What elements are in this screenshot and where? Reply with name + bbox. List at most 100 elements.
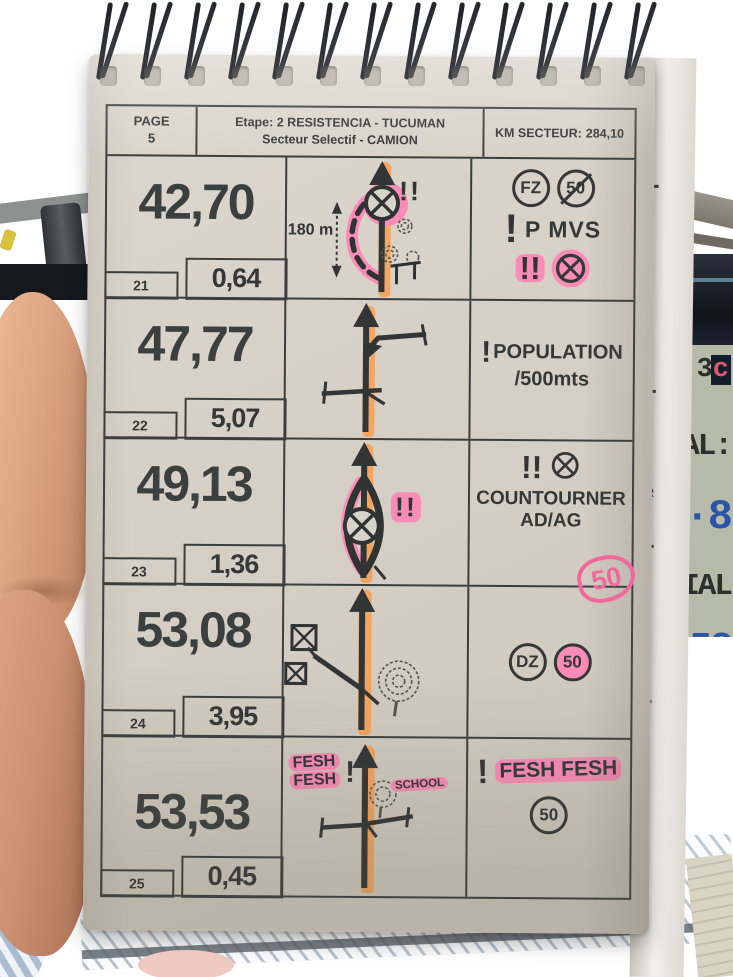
tulip-diagram-cell: !! (284, 439, 471, 585)
spiral-loop-icon (268, 1, 306, 102)
note-text-highlighted: FESH FESH (494, 756, 622, 785)
fingertip-blob (138, 950, 234, 977)
danger-marks: !! (520, 449, 543, 486)
distance-cell: 53,53 25 0,45 (99, 736, 284, 898)
row-number-box: 25 (99, 868, 174, 898)
50-badge: 50 (529, 795, 568, 834)
partial-km-box: 3,95 (181, 695, 285, 738)
notes-cell: DZ 50 (468, 587, 631, 738)
note-text: AD/AG (520, 510, 582, 532)
distance-cell: 49,13 23 1,36 (101, 438, 286, 586)
notes-cell: ! POPULATION /500mts (470, 301, 633, 440)
roadbook-header-row: PAGE 5 Etape: 2 RESISTENCIA - TUCUMAN Se… (107, 106, 635, 160)
spiral-loop-icon (224, 1, 262, 102)
caution-mark: ! (476, 752, 489, 792)
tulip-diagram (321, 302, 428, 438)
arrow-up-icon (369, 161, 396, 186)
tulip-diagram (331, 161, 421, 298)
roadbook-table: PAGE 5 Etape: 2 RESISTENCIA - TUCUMAN Se… (99, 104, 640, 900)
caution-mark: ! (481, 335, 492, 369)
notes-cell: !! COUNTOURNER AD/AG 50 (469, 441, 640, 608)
page-label: PAGE (133, 113, 170, 129)
spiral-loop-icon (312, 1, 350, 102)
display-line-4: IAL (688, 569, 733, 604)
tree-icon (377, 660, 420, 717)
note-text: /500mts (514, 368, 590, 391)
badge-text: 50 (539, 804, 559, 824)
fesh-line: FESH (289, 770, 341, 791)
spiral-loop-icon (92, 1, 130, 102)
distance-arrow-icon (331, 201, 342, 278)
gate-icon (390, 260, 421, 285)
stage-title-cell: Etape: 2 RESISTENCIA - TUCUMAN Secteur S… (197, 106, 485, 157)
dashed-bypass-icon (349, 191, 382, 281)
distance-label: 180 m (287, 221, 334, 239)
fesh-fesh-label: FESH FESH (288, 752, 341, 791)
danger-marks-highlighted: !! (390, 492, 421, 523)
spiral-loop-icon (532, 1, 570, 102)
page-number-cell: PAGE 5 (107, 106, 198, 155)
roadbook-row: 42,70 21 0,64 (103, 156, 635, 302)
stage-line-2: Secteur Selectif - CAMION (262, 132, 418, 148)
row-number-box: 22 (102, 410, 178, 440)
tulip-diagram-cell: FESH FESH ! SCHOOL (282, 737, 469, 897)
tulip-diagram (284, 587, 420, 736)
spiral-loop-icon (576, 1, 614, 102)
display-line-1: 3c (697, 355, 731, 385)
partial-km-box: 1,36 (182, 543, 286, 586)
caution-mark: ! (504, 206, 519, 252)
distance-cell: 42,70 21 0,64 (103, 156, 288, 300)
note-text: P MVS (524, 215, 602, 243)
fesh-line: FESH (288, 752, 340, 772)
mined-area-squares-icon (284, 623, 318, 686)
roadbook-row: 53,53 25 0,45 (99, 736, 630, 898)
bushes-icon (380, 218, 420, 265)
notes-cell: ! FESH FESH 50 (467, 739, 630, 898)
tulip-diagram-cell: !! 180 m (286, 157, 473, 299)
slash-icon (559, 172, 592, 205)
crossroad-icon (319, 807, 414, 838)
tulip-diagram-cell (285, 299, 472, 439)
badge-text: FZ (520, 178, 542, 198)
yellow-wire-icon (0, 228, 17, 252)
dark-bar (0, 264, 96, 300)
display-red-char: c (710, 355, 731, 385)
partial-km-box: 0,64 (184, 257, 288, 300)
row-number-box: 23 (101, 556, 177, 586)
distance-cell: 53,08 24 3,95 (100, 584, 285, 738)
stage-line-1: Etape: 2 RESISTENCIA - TUCUMAN (235, 114, 446, 131)
left-connector-cables (0, 191, 97, 308)
km-secteur-cell: KM SECTEUR: 284,10 (484, 109, 634, 158)
badge-text: 50 (562, 652, 582, 672)
partial-km-box: 5,07 (183, 397, 287, 440)
spiral-loop-icon (400, 1, 438, 102)
tulip-diagram (341, 441, 387, 584)
danger-text: !! (390, 492, 421, 523)
dz-badge: DZ (508, 642, 547, 682)
tulip-diagram-cell (283, 585, 470, 737)
spiral-loop-icon (180, 1, 218, 102)
main-road (358, 603, 366, 730)
partial-km-box: 0,45 (180, 855, 283, 898)
crossed-circle-icon (551, 249, 590, 288)
side-road-left-icon (306, 646, 380, 706)
spiral-loop-icon (356, 1, 394, 102)
crossed-circle-icon (549, 449, 581, 486)
note-text: COUNTOURNER (476, 487, 626, 510)
hand-holding-roadbook (0, 292, 108, 964)
spiral-binding (92, 1, 658, 102)
row-number-box: 21 (103, 270, 179, 300)
spiral-loop-icon (620, 1, 658, 102)
arrow-up-icon (349, 587, 376, 613)
danger-marks-highlighted: !! (515, 250, 545, 286)
arrow-up-icon (352, 743, 379, 769)
display-line-3: 1·8 (688, 493, 733, 541)
tulip-diagram (319, 743, 414, 894)
arrow-up-icon (353, 302, 380, 328)
50-badge-highlighted: 50 (553, 643, 592, 682)
total-km: 53,53 (134, 783, 250, 841)
display-line-2: AL: (688, 429, 733, 464)
end-50-badge: 50 (556, 169, 595, 208)
danger-marks: !! (399, 176, 422, 207)
